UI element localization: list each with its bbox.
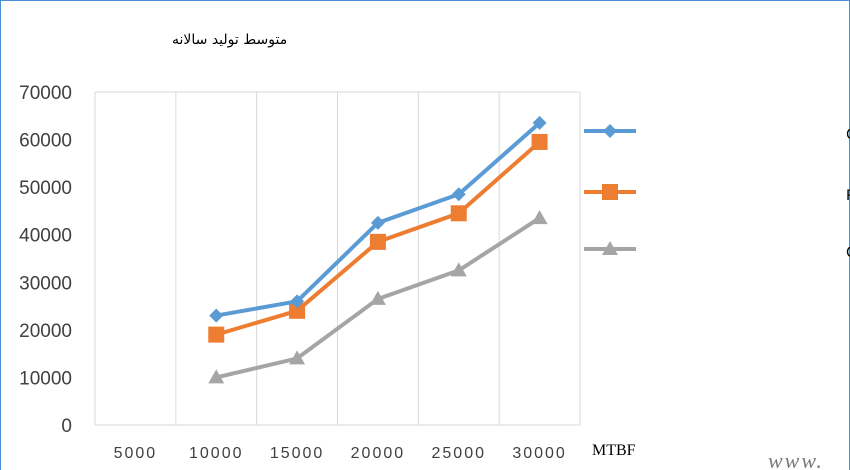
series-3 (208, 210, 548, 384)
data-point-triangle (208, 369, 225, 384)
legend-label: بکارگیری نت CM و PM (846, 187, 850, 204)
x-axis-ticks: 5000 10000 15000 20000 25000 30000 (114, 445, 567, 462)
legend: بکارگیری نت CM و CBM بکارگیری نت CM و PM ب… (584, 124, 850, 261)
legend-item: بکارگیری نت CM و PM (584, 184, 850, 204)
data-point-triangle (531, 210, 548, 225)
y-tick-label: 0 (61, 416, 72, 437)
y-tick-label: 20000 (19, 321, 72, 342)
y-tick-label: 30000 (19, 273, 72, 294)
y-axis-label: متوسط تولید سالانه (172, 32, 287, 48)
data-point-diamond (451, 187, 466, 202)
legend-label: بکارگیری نت CM (846, 244, 850, 261)
data-point-square (531, 133, 548, 150)
y-axis-ticks: 0 10000 20000 30000 40000 50000 60000 70000 (19, 83, 72, 437)
legend-marker (602, 184, 618, 200)
x-tick-label: 30000 (512, 445, 567, 462)
x-axis-label: MTBF (592, 442, 636, 459)
y-tick-label: 10000 (19, 368, 72, 389)
series-1 (209, 115, 547, 323)
legend-item: بکارگیری نت CM (584, 241, 850, 261)
data-point-triangle (450, 262, 467, 277)
x-tick-label: 10000 (189, 445, 244, 462)
series-2 (208, 133, 548, 343)
data-point-diamond (209, 308, 224, 323)
gridlines (94, 91, 581, 426)
x-tick-label: 25000 (432, 445, 487, 462)
legend-marker (603, 124, 617, 138)
x-tick-label: 15000 (270, 445, 325, 462)
y-tick-label: 50000 (19, 178, 72, 199)
x-tick-label: 20000 (351, 445, 406, 462)
y-tick-label: 40000 (19, 226, 72, 247)
data-point-square (450, 205, 467, 222)
data-point-square (369, 233, 386, 250)
data-point-diamond (370, 215, 385, 230)
legend-item: بکارگیری نت CM و CBM (584, 124, 850, 143)
x-tick-label: 5000 (114, 445, 158, 462)
legend-marker (602, 241, 618, 255)
data-point-triangle (369, 290, 386, 305)
data-point-triangle (289, 350, 306, 365)
legend-label: بکارگیری نت CM و CBM (846, 126, 850, 143)
series-lines (208, 115, 548, 384)
data-point-diamond (290, 294, 305, 309)
y-tick-label: 60000 (19, 131, 72, 152)
data-point-square (289, 302, 306, 319)
watermark: www. (768, 448, 824, 470)
y-tick-label: 70000 (19, 83, 72, 104)
data-point-diamond (532, 115, 547, 130)
data-point-square (208, 326, 225, 343)
